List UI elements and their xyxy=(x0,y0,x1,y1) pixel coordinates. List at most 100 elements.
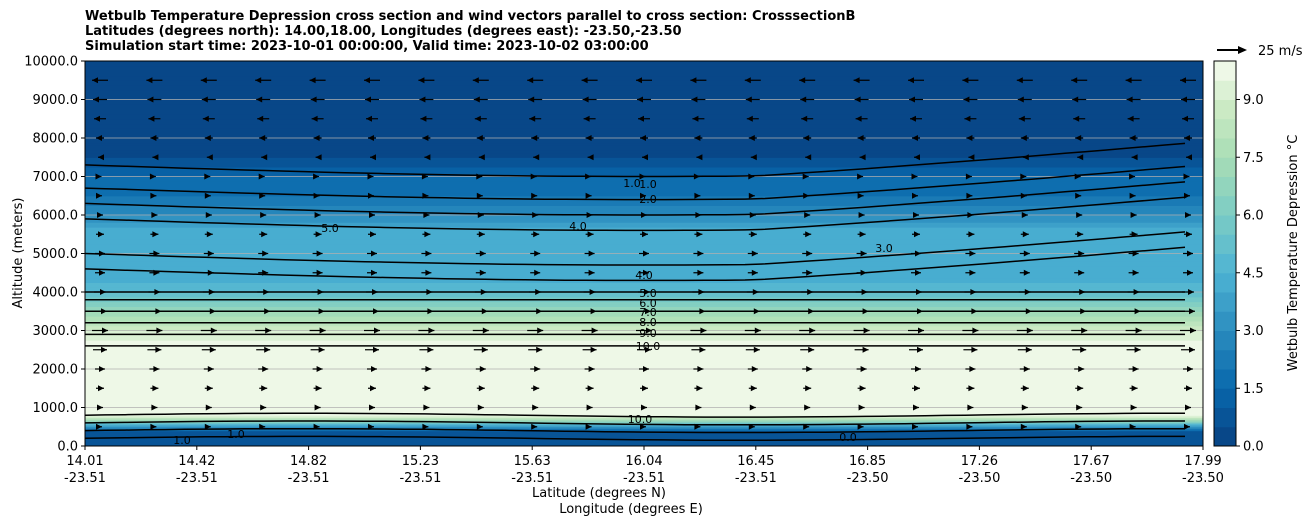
wind-vector-head xyxy=(152,231,159,238)
wind-vector-head xyxy=(531,135,538,141)
wind-vector-head xyxy=(1022,154,1029,161)
depression-band xyxy=(85,388,1203,394)
wind-vector-head xyxy=(1127,115,1134,122)
wind-vector-head xyxy=(858,212,865,218)
wind-vector-head xyxy=(472,77,479,84)
colorbar-frame xyxy=(1213,60,1237,447)
wind-vector-head xyxy=(1190,327,1196,334)
wind-vector-head xyxy=(1126,96,1133,103)
wind-vector-head xyxy=(917,346,923,353)
depression-band xyxy=(85,186,1203,190)
y-tick-label: 0.0 xyxy=(57,440,78,455)
wind-vector-head xyxy=(532,404,539,411)
wind-vector-head xyxy=(533,231,540,238)
depression-band xyxy=(85,330,1203,334)
wind-vector-head xyxy=(1129,192,1136,199)
depression-band xyxy=(85,335,1203,339)
depression-band xyxy=(85,227,1203,231)
wind-vector-head xyxy=(581,77,588,84)
wind-vector-head xyxy=(536,346,543,353)
wind-vector-head xyxy=(1189,346,1195,353)
wind-vector-head xyxy=(636,77,642,84)
wind-vector-head xyxy=(971,308,978,315)
wind-key-arrowhead xyxy=(1238,46,1247,54)
depression-band xyxy=(85,150,1203,154)
wind-vector-head xyxy=(478,154,485,161)
wind-vector-head xyxy=(315,385,322,392)
wind-vector-head xyxy=(258,173,265,180)
wind-vector-head xyxy=(317,289,324,295)
wind-vector-head xyxy=(313,173,320,180)
colorbar-level xyxy=(1214,138,1236,158)
wind-vector-head xyxy=(912,135,918,141)
wind-vector-head xyxy=(535,289,542,295)
depression-band xyxy=(85,166,1203,170)
depression-band xyxy=(85,318,1203,322)
wind-vector-head xyxy=(205,404,212,411)
wind-vector-head xyxy=(640,192,646,199)
wind-vector-head xyxy=(1131,385,1138,392)
wind-vector-head xyxy=(809,327,816,334)
depression-band xyxy=(85,215,1203,219)
wind-vector-head xyxy=(265,327,272,334)
wind-vector-head xyxy=(645,308,651,315)
wind-vector-head xyxy=(1071,77,1078,84)
wind-vector-head xyxy=(750,154,757,161)
depression-band xyxy=(85,275,1203,279)
wind-vector-head xyxy=(1183,173,1190,180)
wind-vector-head xyxy=(645,346,651,353)
x-tick-label-lat: 14.01 xyxy=(66,454,103,469)
depression-band xyxy=(85,222,1203,226)
wind-vector-head xyxy=(1185,212,1191,218)
wind-vector-head xyxy=(969,366,976,372)
wind-vector-head xyxy=(1134,308,1141,315)
colorbar-level xyxy=(1214,311,1236,331)
wind-vector-head xyxy=(425,269,432,276)
wind-vector-head xyxy=(1081,327,1088,334)
wind-vector-head xyxy=(1187,269,1193,276)
wind-vector-head xyxy=(93,96,99,103)
wind-vector-head xyxy=(261,385,268,392)
colorbar-level xyxy=(1214,426,1236,447)
depression-band xyxy=(85,200,1203,204)
depression-band xyxy=(85,89,1203,96)
depression-band xyxy=(85,169,1203,173)
depression-band xyxy=(85,311,1203,315)
colorbar: 0.0 1.5 3.0 4.5 6.0 7.5 9.0 xyxy=(1213,60,1264,455)
depression-band xyxy=(85,265,1203,269)
depression-band xyxy=(85,369,1203,375)
wind-vector-head xyxy=(962,77,969,84)
wind-vector-head xyxy=(422,135,429,141)
colorbar-level xyxy=(1214,388,1236,408)
wind-vector-head xyxy=(256,96,263,103)
wind-vector-head xyxy=(264,308,271,315)
x-tick-label-lat: 16.04 xyxy=(625,454,662,469)
colorbar-level xyxy=(1214,272,1236,293)
wind-vector-head xyxy=(1076,212,1083,218)
wind-vector-head xyxy=(260,404,267,411)
wind-vector-head xyxy=(207,250,214,257)
wind-vector-head xyxy=(799,77,806,84)
depression-band xyxy=(85,109,1203,115)
wind-vector-head xyxy=(424,385,431,392)
wind-vector-head xyxy=(1132,250,1139,257)
depression-band xyxy=(85,219,1203,223)
wind-vector-head xyxy=(806,269,813,276)
depression-band xyxy=(85,85,1203,91)
wind-vector-head xyxy=(914,154,920,161)
contour-label: 3.0 xyxy=(875,242,893,255)
wind-vector-head xyxy=(808,346,815,353)
wind-vector-head xyxy=(1184,192,1190,199)
depression-band xyxy=(85,364,1203,368)
wind-vector-head xyxy=(1076,404,1083,411)
wind-vector-head xyxy=(477,404,484,411)
depression-band xyxy=(85,217,1203,221)
wind-vector-head xyxy=(861,289,868,295)
wind-vector-head xyxy=(908,77,914,84)
wind-vector-head xyxy=(207,269,214,276)
wind-vector-head xyxy=(537,327,544,334)
contour-label: 1.0 xyxy=(623,177,641,190)
depression-band xyxy=(85,325,1203,329)
wind-vector-head xyxy=(693,173,700,180)
wind-vector-head xyxy=(911,173,918,180)
